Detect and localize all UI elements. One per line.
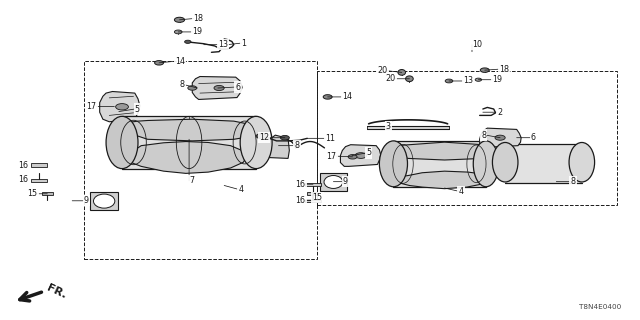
Ellipse shape [569,142,595,182]
Ellipse shape [480,68,489,72]
Ellipse shape [380,141,408,187]
Text: 20: 20 [385,74,396,83]
Ellipse shape [155,60,164,65]
Text: 13: 13 [218,40,228,49]
Polygon shape [42,193,53,195]
Text: 1: 1 [241,39,246,48]
Text: 20: 20 [378,66,388,75]
Ellipse shape [475,78,481,81]
Text: 5: 5 [366,148,371,157]
Text: 7: 7 [189,176,194,185]
Text: 8: 8 [481,131,486,140]
Ellipse shape [256,133,266,139]
Text: 11: 11 [325,134,335,143]
Ellipse shape [495,135,505,140]
Bar [84,61,317,259]
Polygon shape [340,145,381,166]
Text: 14: 14 [175,57,185,66]
Text: T8N4E0400: T8N4E0400 [579,304,621,310]
Polygon shape [266,135,289,158]
Ellipse shape [116,104,129,110]
Text: 15: 15 [312,193,323,202]
Polygon shape [192,76,242,100]
Ellipse shape [184,40,191,44]
Text: 17: 17 [326,152,337,161]
Text: 16: 16 [18,161,28,170]
Text: 9: 9 [343,177,348,186]
Polygon shape [31,179,47,182]
Polygon shape [367,125,449,129]
Text: 8: 8 [180,80,184,89]
Text: 18: 18 [499,65,509,74]
Polygon shape [390,142,493,160]
Text: 5: 5 [135,105,140,114]
Polygon shape [505,144,582,183]
Ellipse shape [106,116,138,169]
Text: 14: 14 [342,92,352,101]
Ellipse shape [492,142,518,182]
Text: FR.: FR. [45,283,68,300]
Ellipse shape [445,79,453,83]
Ellipse shape [174,30,182,34]
Text: 16: 16 [18,175,28,184]
Polygon shape [100,92,140,122]
Text: 9: 9 [84,196,89,205]
Text: 15: 15 [28,189,38,198]
Text: 8: 8 [294,141,300,150]
Polygon shape [479,128,521,148]
Ellipse shape [280,135,289,140]
Text: 10: 10 [472,40,482,49]
Text: 16: 16 [295,196,305,205]
Polygon shape [390,171,487,189]
Polygon shape [127,141,246,173]
Text: 19: 19 [192,28,202,36]
Ellipse shape [473,141,499,187]
Polygon shape [307,193,317,195]
Ellipse shape [406,76,413,82]
Text: 16: 16 [295,180,305,189]
Polygon shape [305,199,321,202]
Text: 4: 4 [459,187,463,196]
Text: 13: 13 [463,76,473,85]
Text: 18: 18 [193,14,204,23]
Polygon shape [31,163,47,167]
Bar [317,71,617,204]
Text: 6: 6 [531,133,536,142]
Text: 3: 3 [386,122,391,131]
Ellipse shape [398,69,406,75]
Ellipse shape [240,116,272,169]
Text: 6: 6 [236,83,241,92]
Text: 8: 8 [570,177,575,186]
Polygon shape [129,119,256,141]
Text: 17: 17 [86,102,97,111]
Ellipse shape [348,155,357,159]
Ellipse shape [355,153,367,158]
Text: 19: 19 [492,75,502,84]
Ellipse shape [93,194,115,208]
Polygon shape [305,183,321,186]
Ellipse shape [324,175,343,188]
Text: 2: 2 [497,108,502,117]
Polygon shape [394,141,486,187]
Polygon shape [122,116,256,169]
Text: 4: 4 [238,185,243,194]
Polygon shape [90,192,118,210]
Ellipse shape [323,95,332,99]
Ellipse shape [188,86,196,90]
Ellipse shape [174,17,184,22]
Ellipse shape [214,85,224,91]
Text: 12: 12 [259,133,269,142]
Polygon shape [320,173,347,191]
